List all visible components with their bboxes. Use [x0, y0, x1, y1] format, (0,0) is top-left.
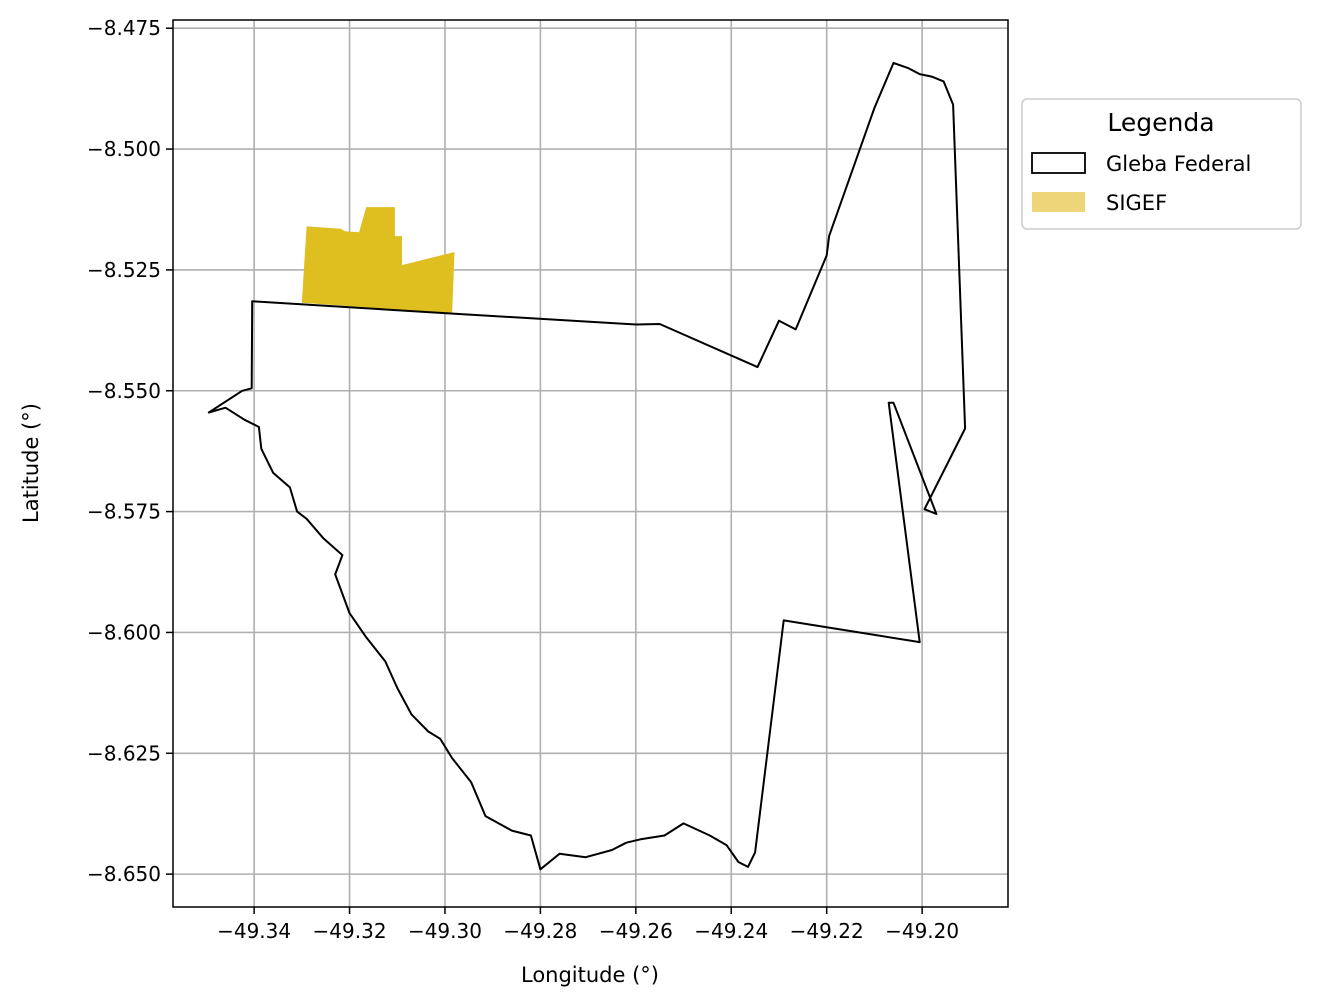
y-tick-label: −8.575	[87, 500, 161, 524]
legend-box	[1021, 98, 1302, 230]
legend-label-gleba-federal: Gleba Federal	[1106, 152, 1251, 176]
map-layers	[207, 62, 967, 871]
legend-swatch-sigef	[1032, 192, 1085, 212]
x-tick-label: −49.34	[217, 919, 291, 943]
x-axis-ticks: −49.34 −49.32 −49.30 −49.28 −49.26 −49.24 −49.…	[217, 907, 959, 943]
y-axis-ticks: −8.475 −8.500 −8.525 −8.550 −8.575 −8.600 −8.6…	[87, 16, 173, 886]
x-tick-label: −49.28	[503, 919, 577, 943]
x-axis-title: Longitude (°)	[521, 963, 659, 987]
legend-title: Legenda	[1107, 108, 1214, 137]
x-tick-label: −49.26	[599, 919, 673, 943]
y-tick-label: −8.600	[87, 620, 161, 644]
y-tick-label: −8.475	[87, 16, 161, 40]
y-tick-label: −8.500	[87, 137, 161, 161]
x-tick-label: −49.30	[408, 919, 482, 943]
y-tick-label: −8.625	[87, 741, 161, 765]
y-tick-label: −8.550	[87, 379, 161, 403]
gleba-federal-polygon	[207, 62, 967, 871]
x-tick-label: −49.22	[790, 919, 864, 943]
y-axis-title: Latitude (°)	[19, 403, 43, 523]
x-tick-label: −49.32	[313, 919, 387, 943]
sigef-polygon	[301, 207, 455, 314]
legend: Legenda Gleba Federal SIGEF	[1021, 98, 1302, 230]
legend-swatch-gleba-federal	[1031, 152, 1086, 174]
y-tick-label: −8.525	[87, 258, 161, 282]
x-tick-label: −49.24	[694, 919, 768, 943]
y-tick-label: −8.650	[87, 862, 161, 886]
plot-frame	[172, 19, 1009, 908]
x-tick-label: −49.20	[885, 919, 959, 943]
grid-lines	[173, 20, 1008, 907]
legend-label-sigef: SIGEF	[1106, 191, 1167, 215]
